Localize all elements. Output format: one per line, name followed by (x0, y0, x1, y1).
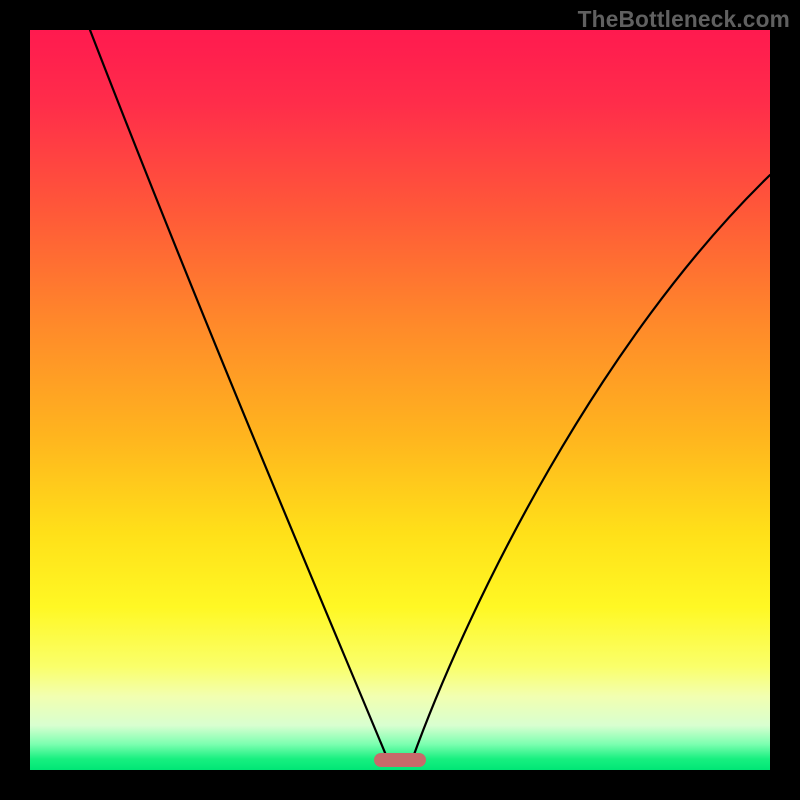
chart-canvas: TheBottleneck.com (0, 0, 800, 800)
gradient-background (30, 30, 770, 770)
border-left (0, 0, 30, 800)
watermark-text: TheBottleneck.com (578, 6, 790, 33)
border-bottom (0, 770, 800, 800)
border-right (770, 0, 800, 800)
